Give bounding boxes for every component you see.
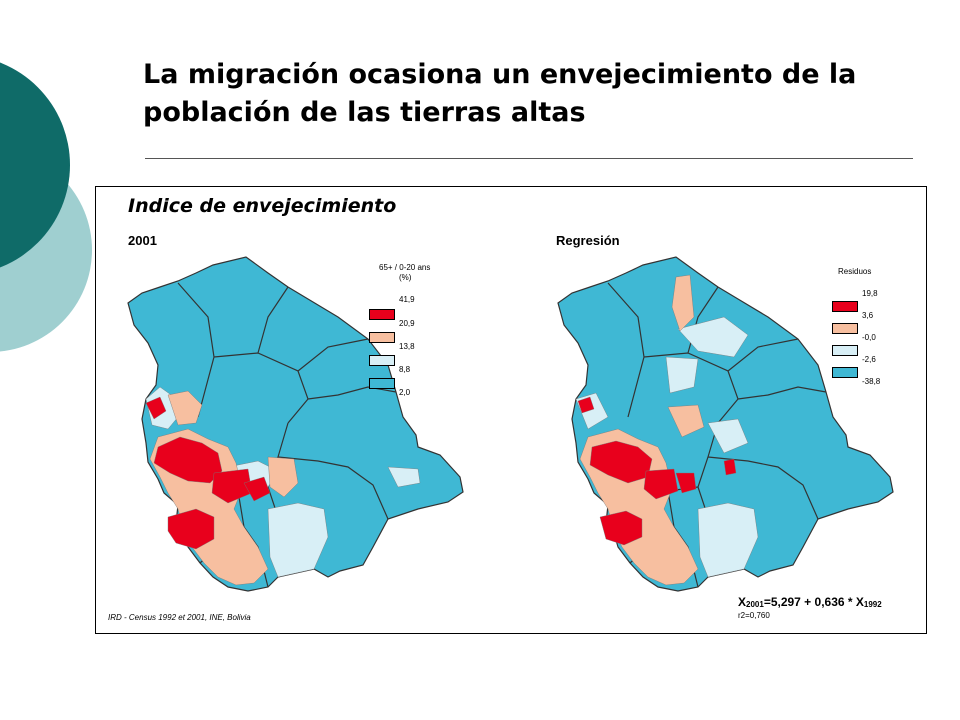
left-map-bolivia-2001 bbox=[127, 256, 464, 592]
left-legend-swatch-1 bbox=[369, 309, 395, 320]
equation-sub-2001: 2001 bbox=[746, 600, 764, 609]
left-peach-zone-center bbox=[267, 456, 299, 498]
left-legend-swatch-2 bbox=[369, 332, 395, 343]
r-squared: r2=0,760 bbox=[738, 611, 770, 620]
dark-teal-circle bbox=[0, 62, 70, 268]
right-legend-swatch-1 bbox=[832, 301, 858, 312]
left-light-zone-southeast bbox=[267, 502, 329, 578]
right-legend-value-1: 19,8 bbox=[862, 289, 878, 298]
right-light-zone-south bbox=[697, 502, 759, 578]
left-legend: 65+ / 0-20 ans (%) 41,9 20,9 13,8 8,8 2,… bbox=[361, 263, 441, 403]
right-legend-swatch-3 bbox=[832, 345, 858, 356]
right-red-zone-oruro bbox=[643, 468, 679, 500]
right-legend-title: Residuos bbox=[838, 267, 872, 276]
left-legend-title: 65+ / 0-20 ans bbox=[379, 263, 431, 272]
regression-equation: X2001=5,297 + 0,636 * X1992 bbox=[738, 595, 882, 609]
right-red-zone-center-east bbox=[675, 472, 697, 494]
left-legend-swatch-3 bbox=[369, 355, 395, 366]
decorative-circles bbox=[0, 62, 92, 352]
left-red-zone-center-east bbox=[243, 476, 271, 502]
data-source: IRD - Census 1992 et 2001, INE, Bolivia bbox=[108, 613, 251, 622]
right-light-zone-center bbox=[665, 356, 699, 394]
right-red-zone-east bbox=[723, 458, 737, 476]
figure-title: Indice de envejecimiento bbox=[128, 195, 397, 217]
title-divider bbox=[145, 158, 913, 159]
equation-middle: =5,297 + 0,636 * X bbox=[763, 595, 864, 609]
right-red-zone-north bbox=[577, 396, 595, 414]
left-map-label: 2001 bbox=[128, 233, 157, 248]
right-map-label: Regresión bbox=[556, 233, 620, 248]
right-legend-value-3: -0,0 bbox=[862, 333, 876, 342]
right-peach-zone-center bbox=[667, 404, 705, 438]
right-red-zone-potosi bbox=[599, 510, 643, 546]
left-legend-value-5: 2,0 bbox=[399, 388, 411, 397]
right-legend-value-2: 3,6 bbox=[862, 311, 874, 320]
right-legend-swatch-4 bbox=[832, 367, 858, 378]
left-legend-value-1: 41,9 bbox=[399, 295, 415, 304]
right-legend: Residuos 19,8 3,6 -0,0 -2,6 -38,8 bbox=[826, 267, 916, 407]
equation-sub-1992: 1992 bbox=[863, 600, 882, 609]
left-red-zone-north bbox=[145, 396, 167, 420]
right-map-bolivia-regression bbox=[557, 256, 894, 592]
right-legend-value-4: -2,6 bbox=[862, 355, 876, 364]
left-red-zone-oruro bbox=[211, 468, 253, 504]
left-legend-swatch-4 bbox=[369, 378, 395, 389]
left-legend-value-2: 20,9 bbox=[399, 319, 415, 328]
right-peach-zone-north bbox=[671, 274, 695, 332]
right-light-zone-east-center bbox=[707, 418, 749, 454]
slide-title: La migración ocasiona un envejecimiento … bbox=[143, 59, 857, 128]
left-legend-unit: (%) bbox=[399, 273, 412, 282]
map-figure: Indice de envejecimiento 2001 65+ / 0-20… bbox=[95, 186, 927, 634]
left-light-zone-east bbox=[387, 466, 421, 488]
left-legend-value-4: 8,8 bbox=[399, 365, 411, 374]
equation-x1: X bbox=[738, 595, 747, 609]
right-legend-swatch-2 bbox=[832, 323, 858, 334]
right-light-zone-beni bbox=[677, 316, 749, 358]
left-red-zone-potosi bbox=[167, 508, 215, 550]
left-peach-zone-north bbox=[167, 390, 203, 426]
right-legend-value-5: -38,8 bbox=[862, 377, 881, 386]
left-legend-value-3: 13,8 bbox=[399, 342, 415, 351]
